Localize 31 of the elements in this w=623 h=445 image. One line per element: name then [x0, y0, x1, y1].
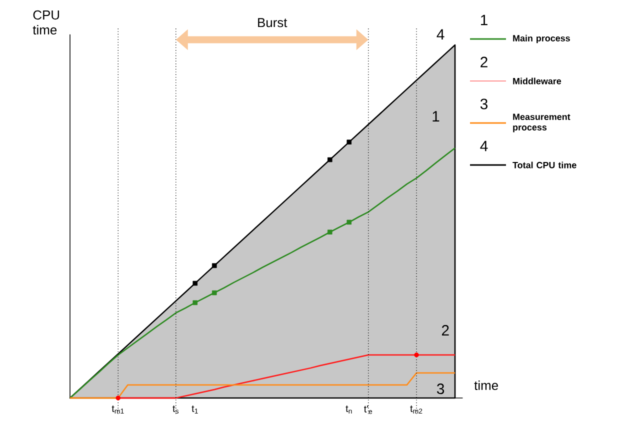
- point: [414, 352, 419, 358]
- text: 1: [480, 14, 488, 26]
- point: [192, 300, 198, 306]
- legend-label: Main process: [513, 34, 570, 44]
- x-tick-label: t$_{m2}$: [410, 406, 422, 414]
- point: [327, 157, 332, 162]
- text: 4: [436, 29, 444, 40]
- x-tick-label: t$_{1}$: [192, 406, 198, 414]
- x-tick-label: t$_{m1}$: [112, 406, 124, 414]
- annotation: 1: [432, 111, 440, 122]
- x-axis-title: time: [474, 380, 498, 390]
- point: [212, 263, 217, 268]
- y-axis-title: CPU time: [32, 10, 60, 35]
- x-tick-label: t$_{s}$: [172, 406, 178, 414]
- annotation: 3: [436, 384, 444, 394]
- text: 2: [480, 56, 488, 68]
- point: [346, 140, 352, 144]
- annotation: 2: [442, 325, 449, 336]
- text: Burst: [258, 18, 288, 28]
- point: [327, 230, 332, 234]
- text: 3: [480, 98, 488, 110]
- text: 4: [480, 140, 488, 152]
- legend-label: Measurement process: [513, 114, 570, 132]
- point: [212, 290, 217, 296]
- x-tick-label: t'$_{e}$: [364, 406, 372, 414]
- point: [116, 396, 121, 400]
- legend-label: Middleware: [513, 78, 562, 84]
- point: [192, 280, 198, 286]
- point: [346, 220, 352, 225]
- x-tick-label: t$_{n}$: [346, 406, 352, 414]
- legend-label: Total CPU time: [512, 162, 576, 168]
